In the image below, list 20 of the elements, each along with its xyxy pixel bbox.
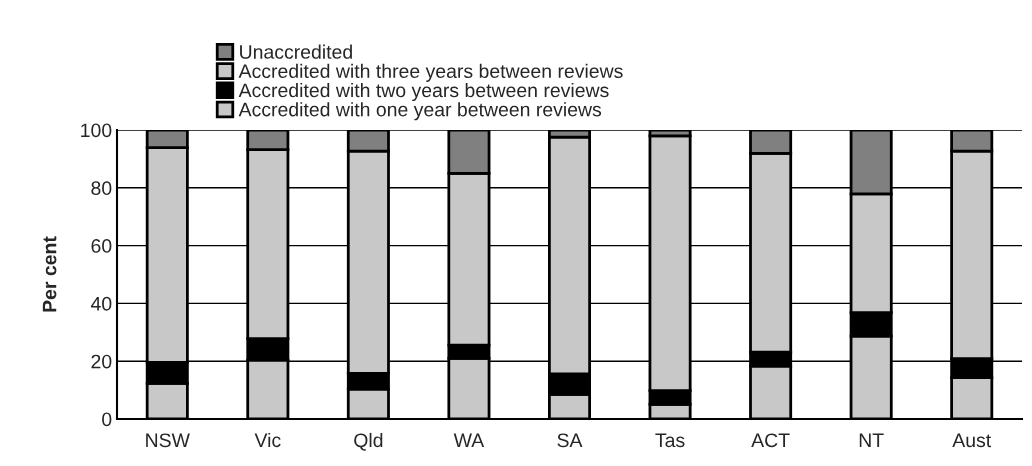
x-tick-label: ACT [751, 433, 790, 448]
legend-label: Accredited with three years between reviews [238, 63, 623, 82]
x-tick-label: Tas [655, 433, 685, 448]
x-tick-label: Qld [354, 432, 383, 451]
legend-label: Accredited with one year between reviews [238, 102, 602, 121]
x-tick-label: NT [859, 433, 884, 447]
y-axis-title: Per cent [42, 236, 57, 312]
y-tick-label: 100 [81, 123, 112, 138]
y-tick-label: 20 [91, 354, 112, 369]
y-tick-label: 40 [90, 296, 112, 311]
x-tick-label: SA [557, 433, 583, 448]
y-tick-label: 0 [102, 412, 112, 427]
legend-label: Unaccredited [240, 44, 352, 59]
x-tick-label: Aust [952, 433, 992, 448]
x-tick-label: NSW [146, 433, 190, 448]
y-tick-label: 60 [91, 239, 112, 253]
x-tick-label: Vic [254, 432, 281, 448]
legend-label: Accredited with two years between reviews [238, 82, 609, 102]
y-tick-label: 80 [91, 181, 112, 196]
x-tick-label: WA [453, 433, 485, 447]
